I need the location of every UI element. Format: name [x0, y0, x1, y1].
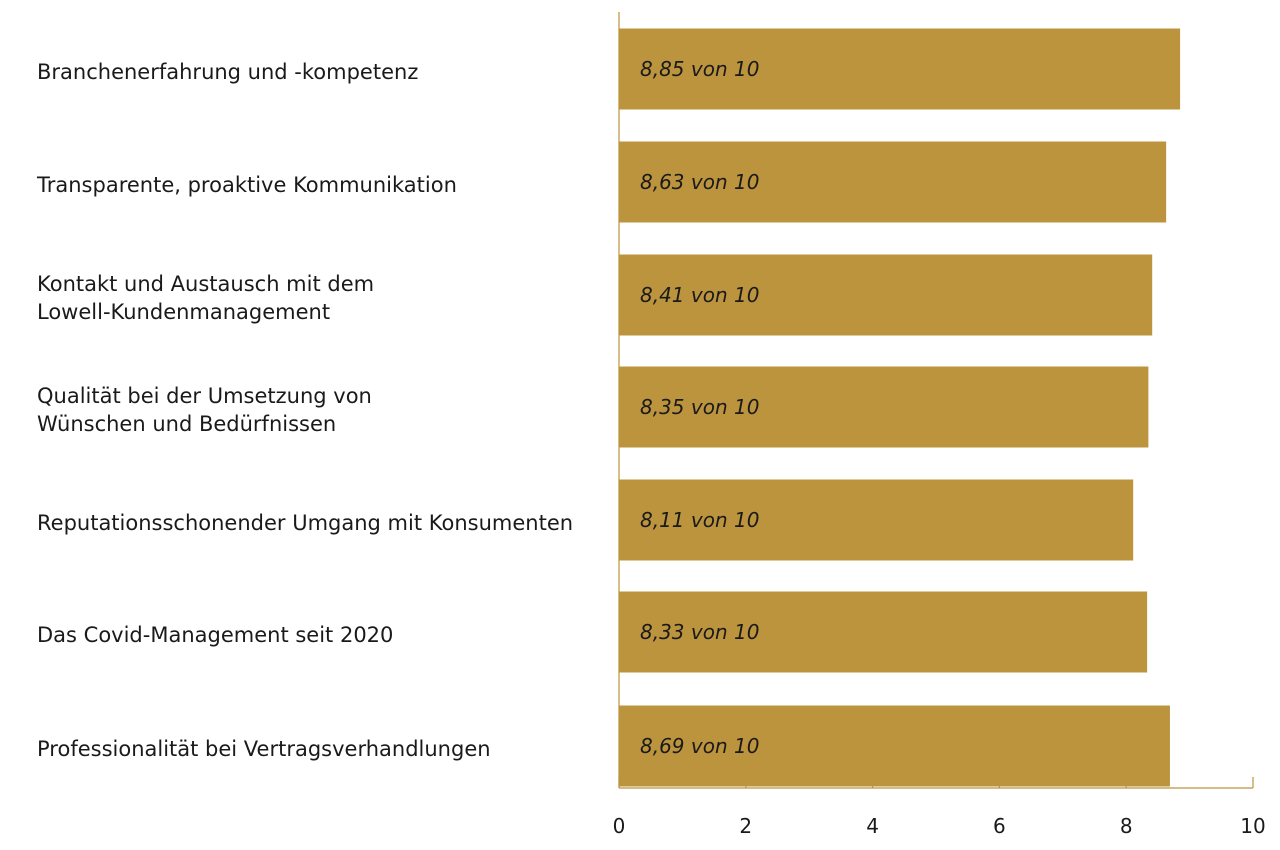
bar-value-label-6: 8,33 von 10 [640, 620, 759, 644]
x-tick-label-10: 10 [1240, 814, 1265, 838]
x-tick-label-0: 0 [613, 814, 626, 838]
bar-7 [619, 705, 1170, 787]
bar-value-label-3: 8,41 von 10 [640, 283, 759, 307]
category-label-6: Das Covid-Management seit 2020 [37, 623, 394, 647]
bar-4 [619, 366, 1149, 448]
bar-6 [619, 591, 1148, 673]
x-tick-label-6: 6 [993, 814, 1006, 838]
category-label-7: Professionalität bei Vertragsverhandlung… [37, 737, 491, 761]
bar-value-label-5: 8,11 von 10 [640, 508, 759, 532]
x-axis: 0 2 4 6 8 10 [613, 12, 1266, 838]
bar-2 [619, 141, 1167, 223]
bar-value-label-7: 8,69 von 10 [640, 734, 759, 758]
bar-3 [619, 254, 1153, 336]
bar-value-label-1: 8,85 von 10 [640, 57, 759, 81]
bar-5 [619, 479, 1134, 561]
category-label-4: Qualität bei der Umsetzung von Wünschen … [37, 384, 372, 436]
category-label-1: Branchenerfahrung und -kompetenz [37, 60, 419, 84]
x-tick-label-2: 2 [739, 814, 752, 838]
category-label-2: Transparente, proaktive Kommunikation [37, 173, 457, 197]
x-tick-label-4: 4 [866, 814, 879, 838]
x-tick-label-8: 8 [1120, 814, 1133, 838]
bar-value-label-4: 8,35 von 10 [640, 395, 759, 419]
category-label-5: Reputationsschonender Umgang mit Konsume… [37, 511, 574, 535]
category-label-3: Kontakt und Austausch mit dem Lowell-Kun… [37, 272, 375, 324]
bar-1 [619, 28, 1181, 110]
bar-value-label-2: 8,63 von 10 [640, 170, 759, 194]
bars-layer: 8,85 von 10 8,63 von 10 8,41 von 10 8,35 vo… [619, 28, 1181, 787]
